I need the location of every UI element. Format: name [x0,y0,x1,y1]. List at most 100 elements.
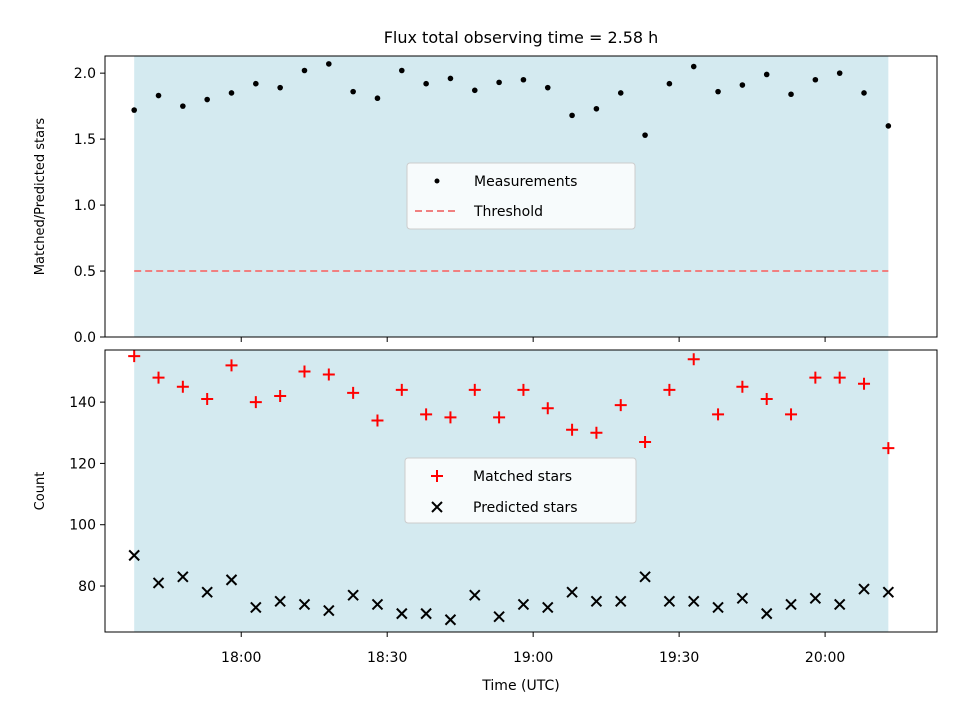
matched-stars-point [833,371,846,384]
measurement-point [544,84,551,91]
predicted-stars-point [785,598,797,611]
predicted-stars-point [225,574,238,586]
predicted-stars-point [736,592,749,604]
chart-title: Flux total observing time = 2.58 h [384,28,659,47]
measurement-point [739,82,746,88]
predicted-stars-point [639,571,651,583]
y-tick-label: 0.0 [74,330,96,346]
matched-stars-point [858,377,871,390]
matched-stars-point [128,350,141,363]
measurement-point [666,80,673,87]
measurement-point [763,71,770,78]
x-tick-label: 19:00 [513,650,553,666]
measurement-point [447,75,454,82]
top-axes-frame [104,55,938,338]
measurement-point [155,92,162,99]
x-tick-label: 19:30 [659,650,699,666]
matched-stars-point [249,396,262,409]
predicted-stars-point [396,607,408,620]
measurement-point [131,107,137,113]
measurement-point [788,91,794,98]
bottom-axes-frame [104,349,938,633]
measurement-point [690,63,697,70]
predicted-stars-series [128,549,895,626]
predicted-stars-point [152,577,165,589]
measurement-point [812,76,819,83]
matched-stars-point [760,393,773,406]
predicted-stars-point [201,586,213,598]
measurement-point [836,70,843,76]
legend-matched-marker [431,470,443,482]
top-x-axis-ticks [240,337,826,342]
measurement-point [423,80,429,87]
measurement-point [569,112,575,119]
matched-stars-point [736,380,749,393]
matched-stars-point [152,371,165,384]
measurement-point [350,88,356,95]
predicted-stars-point [493,610,505,623]
matched-stars-point [785,408,798,421]
matched-stars-point [468,383,481,396]
measurement-point [642,132,648,138]
measurement-point [471,87,478,94]
top-legend: Measurements Threshold [406,162,636,230]
matched-stars-point [493,411,506,424]
y-tick-label: 2.0 [74,66,96,82]
matched-stars-point [712,408,725,421]
matched-stars-point [590,426,603,439]
matched-stars-point [201,393,214,406]
y-tick-label: 1.0 [74,198,96,214]
measurement-point [253,80,259,87]
bottom-y-axis-label: Count [33,472,48,511]
measurement-point [885,123,892,129]
matched-stars-point [298,365,311,378]
measurement-point [228,90,235,96]
measurement-point [715,88,721,95]
y-tick-label: 100 [69,518,96,534]
bottom-legend: Matched stars Predicted stars [404,457,637,524]
bottom-panel: 80 100 120 140 18:00 18:30 19:00 19:30 20:00 Co… [33,349,938,694]
legend-measurements-label: Measurements [474,174,577,190]
predicted-stars-point [882,586,895,598]
predicted-stars-point [615,595,627,608]
top-panel: 0.00.51.01.52.0 Matched/Predicted stars … [33,55,938,346]
y-tick-label: 0.5 [74,264,96,280]
matched-stars-point [566,423,579,436]
predicted-stars-point [517,598,530,611]
matched-stars-point [274,389,287,402]
predicted-stars-point [347,589,359,601]
matched-stars-point [614,399,627,412]
x-tick-label: 18:30 [367,650,407,666]
measurements-series [131,61,892,138]
x-tick-label: 18:00 [221,650,261,666]
y-tick-label: 120 [69,456,96,472]
matched-stars-point [663,383,676,396]
predicted-stars-point [128,549,140,562]
matched-stars-point [176,380,189,393]
predicted-stars-point [469,589,481,601]
measurement-point [204,96,210,103]
matched-stars-point [395,383,408,396]
measurement-point [398,67,405,74]
legend-matched-label: Matched stars [473,469,572,485]
top-y-axis-label: Matched/Predicted stars [33,118,48,276]
predicted-stars-point [663,595,676,608]
predicted-stars-point [444,614,457,626]
measurement-point [520,76,527,83]
measurement-point [326,61,332,67]
x-tick-label: 20:00 [805,650,845,666]
measurement-point [496,79,502,86]
matched-stars-point [809,371,822,384]
top-y-axis-ticks: 0.0 0.5 1.0 1.5 2.0 [74,66,105,346]
predicted-stars-point [371,598,384,611]
predicted-stars-point [688,595,700,608]
matched-stars-point [225,359,238,372]
predicted-stars-point [566,586,578,598]
matched-stars-point [517,383,530,396]
measurement-point [861,90,867,96]
predicted-stars-point [833,598,846,611]
legend-predicted-marker [431,501,443,513]
matched-stars-point [687,353,700,366]
matched-stars-point [541,402,554,415]
